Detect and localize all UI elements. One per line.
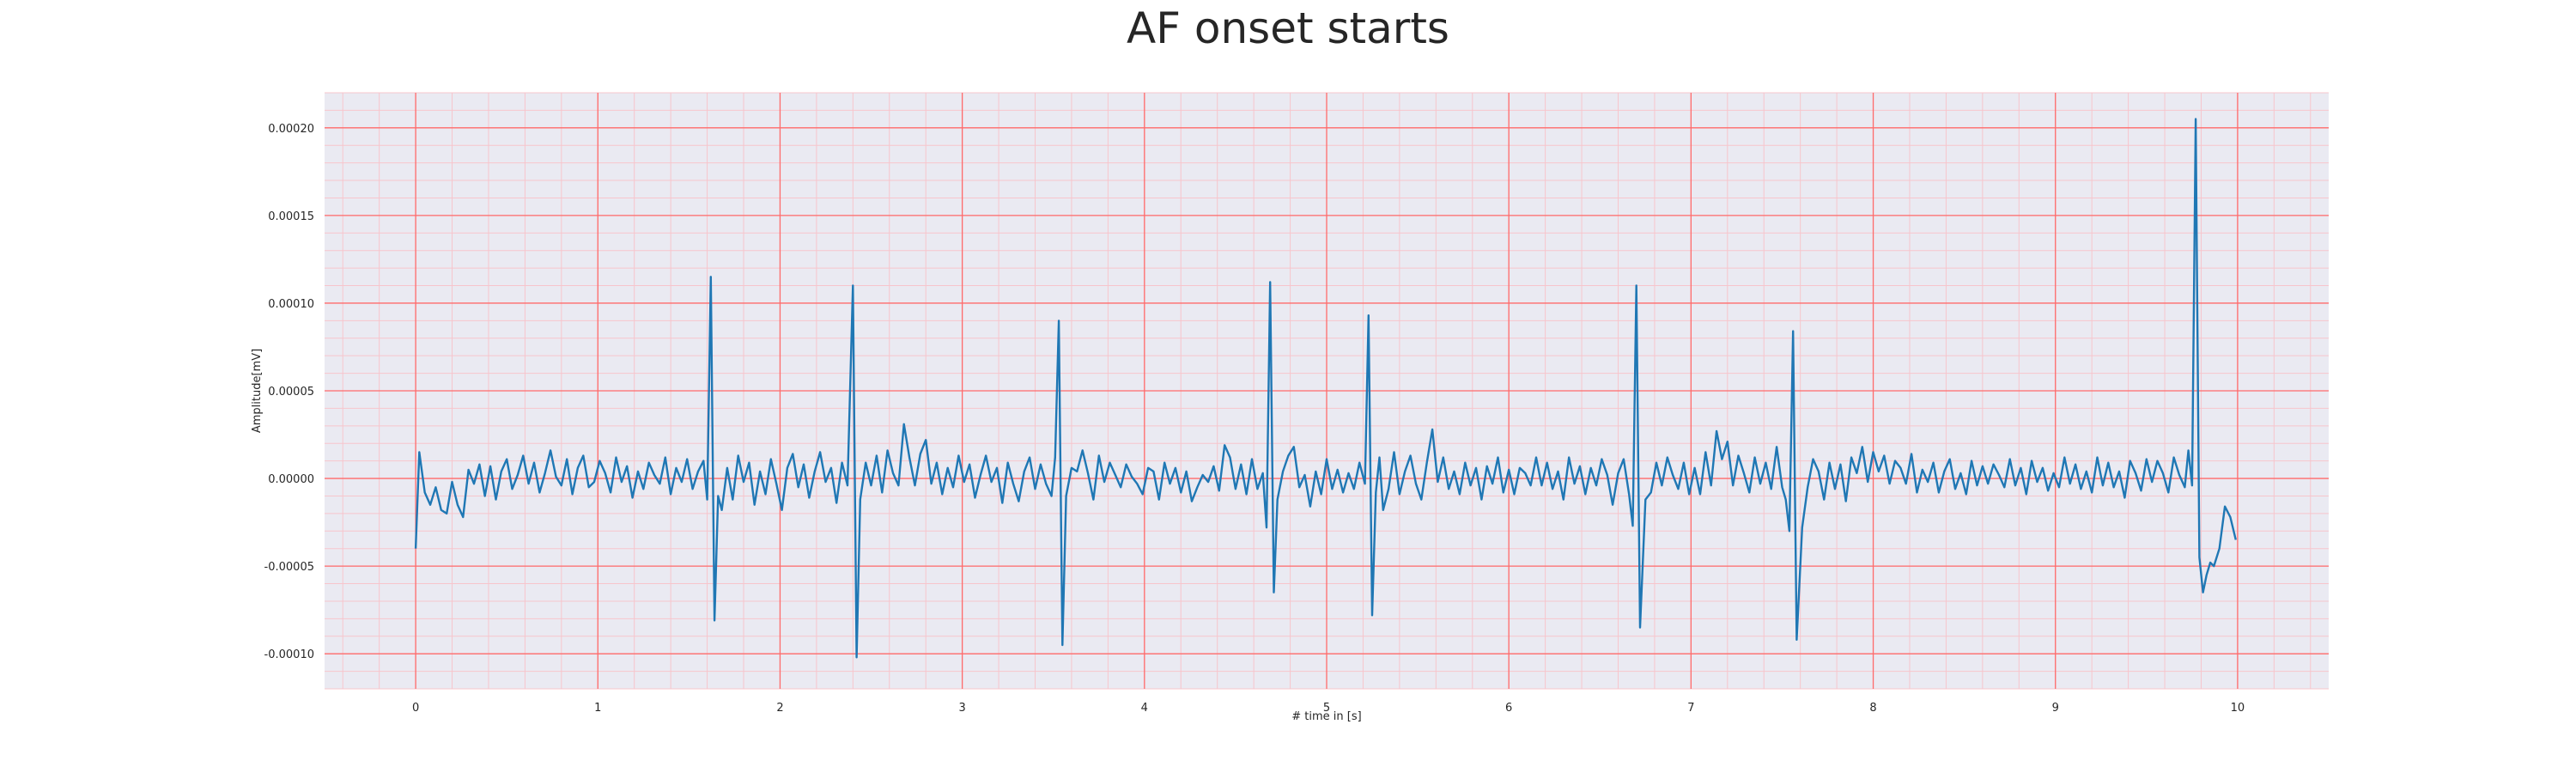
major-grid bbox=[325, 93, 2329, 689]
y-tick-labels: -0.00010 -0.00005 0.00000 0.00005 0.00010 0.0… bbox=[264, 123, 314, 661]
y-tick-label: 0.00015 bbox=[268, 210, 314, 223]
x-tick-label: 5 bbox=[1323, 702, 1330, 715]
x-axis-label: # time in [s] bbox=[1291, 710, 1361, 723]
y-tick-label: 0.00010 bbox=[268, 298, 314, 311]
x-tick-label: 10 bbox=[2231, 702, 2245, 715]
x-tick-label: 6 bbox=[1505, 702, 1512, 715]
x-tick-label: 3 bbox=[958, 702, 965, 715]
y-tick-label: 0.00005 bbox=[268, 386, 314, 399]
x-tick-label: 9 bbox=[2052, 702, 2059, 715]
y-tick-label: -0.00010 bbox=[264, 648, 314, 661]
y-tick-label: -0.00005 bbox=[264, 561, 314, 574]
x-tick-label: 2 bbox=[776, 702, 783, 715]
x-tick-label: 4 bbox=[1141, 702, 1148, 715]
y-tick-label: 0.00000 bbox=[268, 473, 314, 486]
x-tick-label: 0 bbox=[412, 702, 419, 715]
chart-title: AF onset starts bbox=[1127, 3, 1449, 53]
y-axis-label: Amplitude[mV] bbox=[251, 349, 264, 433]
x-tick-label: 7 bbox=[1687, 702, 1694, 715]
y-tick-label: 0.00020 bbox=[268, 123, 314, 136]
x-tick-labels: 0 1 2 3 4 5 6 7 8 9 10 bbox=[412, 702, 2245, 715]
x-tick-label: 8 bbox=[1869, 702, 1876, 715]
ecg-series-line bbox=[414, 118, 2237, 659]
x-tick-label: 1 bbox=[594, 702, 601, 715]
